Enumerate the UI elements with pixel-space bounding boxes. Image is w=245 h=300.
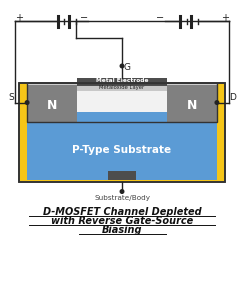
Circle shape [120, 64, 124, 68]
Bar [27, 83, 217, 112]
Bar [27, 112, 217, 180]
Bar [19, 83, 225, 182]
Text: Substrate/Body: Substrate/Body [94, 195, 150, 201]
Bar [76, 78, 168, 86]
Text: Metaloxide Layer: Metaloxide Layer [99, 85, 145, 90]
Text: D: D [229, 93, 236, 102]
Text: N: N [47, 99, 57, 112]
Circle shape [25, 101, 29, 104]
Text: +: + [15, 13, 23, 22]
Text: S: S [8, 93, 14, 102]
Circle shape [215, 101, 219, 104]
Text: Biasing: Biasing [102, 225, 142, 235]
Bar [27, 85, 76, 122]
Bar [108, 171, 136, 180]
Text: with Reverse Gate-Source: with Reverse Gate-Source [51, 216, 193, 226]
Text: G: G [123, 63, 130, 72]
Text: D-MOSFET Channel Depleted: D-MOSFET Channel Depleted [43, 207, 201, 217]
Text: −: − [156, 13, 164, 22]
Text: P-Type Substrate: P-Type Substrate [73, 145, 172, 155]
Bar [76, 86, 168, 91]
Bar [168, 85, 217, 122]
Text: −: − [80, 13, 88, 22]
Bar [19, 83, 225, 182]
PathPatch shape [65, 91, 179, 180]
Text: N: N [187, 99, 197, 112]
Text: +: + [221, 13, 229, 22]
Bar [27, 83, 217, 122]
Circle shape [120, 190, 124, 193]
Text: Metal Electrode: Metal Electrode [96, 78, 148, 83]
